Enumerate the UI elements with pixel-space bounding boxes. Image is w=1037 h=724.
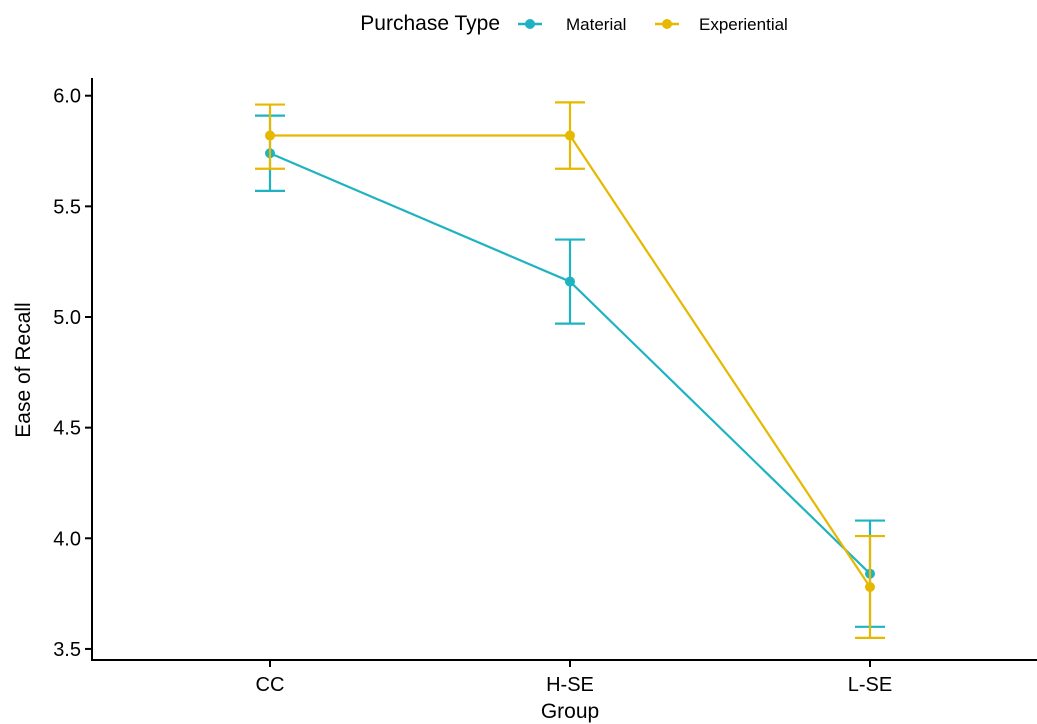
legend-label-experiential: Experiential xyxy=(699,15,788,34)
data-point xyxy=(565,276,575,287)
x-tick-label: L-SE xyxy=(848,674,892,696)
data-point xyxy=(265,130,275,141)
legend-key-experiential-marker xyxy=(662,19,672,29)
y-axis-title: Ease of Recall xyxy=(12,302,35,437)
y-tick-label: 3.5 xyxy=(53,639,81,661)
legend-label-material: Material xyxy=(566,15,626,34)
series-material xyxy=(255,114,885,628)
y-tick-label: 5.0 xyxy=(53,307,81,329)
x-tick-label: CC xyxy=(256,674,285,696)
x-axis-title: Group xyxy=(541,700,599,723)
legend-item-experiential: Experiential xyxy=(655,15,788,34)
data-point xyxy=(565,130,575,141)
series-experiential xyxy=(255,101,885,639)
data-point xyxy=(865,581,875,592)
y-tick-label: 4.5 xyxy=(53,418,81,440)
series-line-material xyxy=(269,152,871,575)
x-axis-ticks: CC H-SE L-SE xyxy=(256,660,892,696)
y-tick-label: 6.0 xyxy=(53,86,81,108)
y-axis-ticks: 3.5 4.0 4.5 5.0 5.5 6.0 xyxy=(53,86,92,661)
x-tick-label: H-SE xyxy=(546,674,594,696)
y-tick-label: 4.0 xyxy=(53,528,81,550)
legend-title: Purchase Type xyxy=(360,12,500,35)
series-line-experiential xyxy=(270,134,871,588)
y-tick-label: 5.5 xyxy=(53,196,81,218)
plot-area xyxy=(255,101,885,639)
legend-item-material: Material xyxy=(518,15,626,34)
legend-key-material-marker xyxy=(525,19,535,29)
legend: Purchase Type Material Experiential xyxy=(360,12,788,35)
